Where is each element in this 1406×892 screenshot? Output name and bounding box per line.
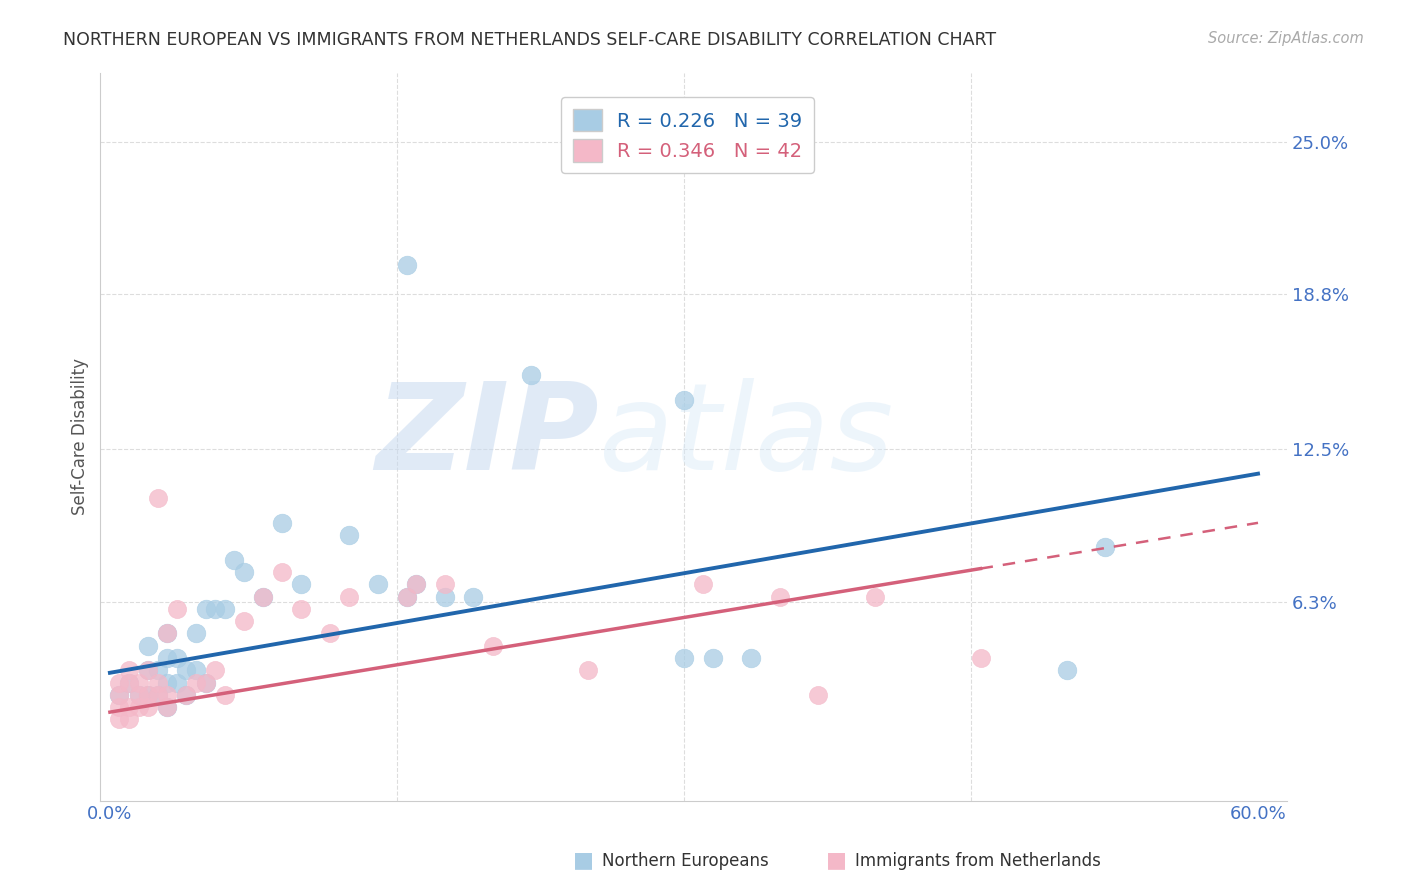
Text: Immigrants from Netherlands: Immigrants from Netherlands (855, 852, 1101, 870)
Point (146, 663, 169, 677)
Point (136, 700, 159, 714)
Point (271, 565, 294, 579)
Point (156, 675, 179, 690)
Text: NORTHERN EUROPEAN VS IMMIGRANTS FROM NETHERLANDS SELF-CARE DISABILITY CORRELATIO: NORTHERN EUROPEAN VS IMMIGRANTS FROM NET… (63, 31, 997, 49)
Point (176, 688, 198, 702)
Point (146, 688, 169, 702)
Point (395, 258, 418, 272)
Point (118, 663, 141, 677)
Point (166, 602, 188, 616)
Text: Northern Europeans: Northern Europeans (602, 852, 769, 870)
Point (156, 700, 179, 714)
Point (146, 491, 169, 506)
Point (108, 688, 131, 702)
Point (252, 590, 274, 604)
Point (176, 688, 198, 702)
Text: ■: ■ (827, 850, 846, 870)
Point (156, 651, 179, 665)
Point (118, 713, 141, 727)
Point (672, 392, 695, 407)
Point (108, 700, 131, 714)
Point (271, 516, 294, 530)
Point (337, 590, 360, 604)
Point (128, 688, 150, 702)
Point (128, 688, 150, 702)
Point (1094, 541, 1116, 555)
Point (166, 675, 188, 690)
Point (194, 675, 217, 690)
Point (136, 663, 159, 677)
Point (702, 651, 724, 665)
Point (672, 651, 695, 665)
Point (156, 626, 179, 640)
Point (136, 639, 159, 653)
Point (108, 675, 131, 690)
Point (184, 675, 207, 690)
Point (319, 626, 342, 640)
Point (433, 590, 456, 604)
Point (433, 577, 456, 591)
Point (194, 602, 217, 616)
Point (520, 368, 543, 383)
Point (807, 688, 830, 702)
Point (692, 577, 714, 591)
Point (224, 552, 246, 566)
Text: atlas: atlas (599, 378, 894, 495)
Point (481, 639, 503, 653)
Text: ZIP: ZIP (375, 378, 599, 495)
Text: Source: ZipAtlas.com: Source: ZipAtlas.com (1208, 31, 1364, 46)
Point (395, 590, 418, 604)
Point (108, 688, 131, 702)
Point (156, 688, 179, 702)
Point (1056, 663, 1078, 677)
Point (214, 688, 236, 702)
Point (290, 602, 312, 616)
Point (166, 651, 188, 665)
Point (214, 602, 236, 616)
Point (204, 602, 226, 616)
Point (146, 688, 169, 702)
Point (108, 713, 131, 727)
Point (576, 663, 599, 677)
Legend: R = 0.226   N = 39, R = 0.346   N = 42: R = 0.226 N = 39, R = 0.346 N = 42 (561, 97, 814, 173)
Point (865, 590, 887, 604)
Point (232, 565, 254, 579)
Y-axis label: Self-Care Disability: Self-Care Disability (72, 359, 89, 516)
Point (184, 663, 207, 677)
Point (337, 528, 360, 542)
Point (204, 663, 226, 677)
Point (118, 675, 141, 690)
Point (290, 577, 312, 591)
Point (118, 675, 141, 690)
Point (136, 688, 159, 702)
Point (969, 651, 991, 665)
Point (405, 577, 427, 591)
Point (184, 626, 207, 640)
Point (156, 700, 179, 714)
Point (232, 614, 254, 628)
Point (146, 675, 169, 690)
Point (463, 590, 485, 604)
Point (128, 675, 150, 690)
Point (118, 700, 141, 714)
Point (136, 663, 159, 677)
Point (740, 651, 762, 665)
Point (176, 663, 198, 677)
Point (194, 675, 217, 690)
Point (769, 590, 792, 604)
Point (252, 590, 274, 604)
Point (367, 577, 389, 591)
Point (156, 626, 179, 640)
Point (405, 577, 427, 591)
Text: ■: ■ (574, 850, 593, 870)
Point (128, 700, 150, 714)
Point (136, 688, 159, 702)
Point (395, 590, 418, 604)
